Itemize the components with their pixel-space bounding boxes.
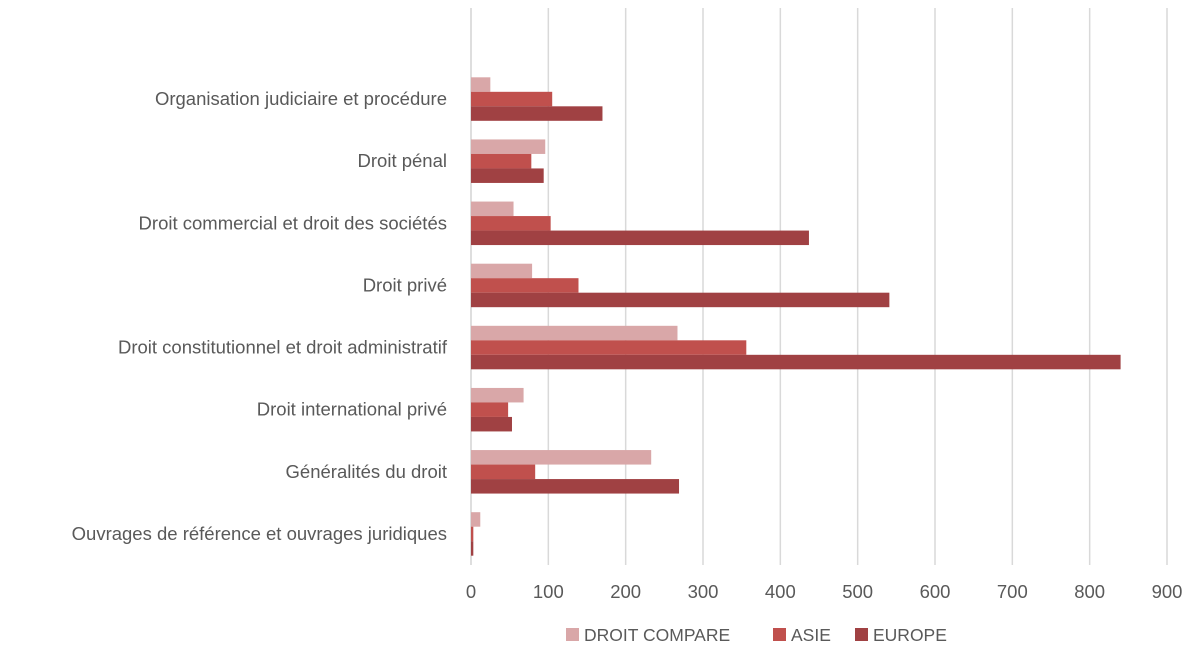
bar (471, 340, 747, 355)
bar (471, 526, 474, 542)
category-label: Organisation judiciaire et procédure (155, 88, 447, 109)
bar (471, 387, 524, 403)
bars (471, 77, 1121, 556)
bar (471, 106, 603, 121)
x-tick-label: 300 (688, 581, 719, 602)
x-tick-label: 700 (997, 581, 1028, 602)
bar (471, 168, 544, 183)
category-label: Droit constitutionnel et droit administr… (118, 337, 448, 358)
bar (471, 541, 474, 556)
bar (471, 464, 536, 480)
bar (471, 402, 509, 417)
x-tick-label: 200 (610, 581, 641, 602)
legend-swatch (773, 628, 786, 641)
legend-swatch (855, 628, 868, 641)
bar (471, 216, 551, 231)
legend-label: DROIT COMPARE (584, 625, 730, 645)
bar (471, 479, 680, 494)
legend: DROIT COMPARE ASIE EUROPE (566, 625, 947, 645)
x-tick-label: 500 (842, 581, 873, 602)
bar (471, 512, 481, 527)
bar (471, 230, 809, 246)
legend-label: ASIE (791, 625, 831, 645)
category-labels: Organisation judiciaire et procédure Droi… (72, 88, 448, 544)
bar (471, 278, 579, 293)
bar (471, 416, 512, 432)
x-tick-label: 400 (765, 581, 796, 602)
bar (471, 292, 890, 308)
x-tick-label: 900 (1152, 581, 1183, 602)
category-label: Droit commercial et droit des sociétés (139, 212, 447, 233)
legend-label: EUROPE (873, 625, 947, 645)
bar (471, 325, 678, 341)
x-tick-label: 100 (533, 581, 564, 602)
bar (471, 77, 491, 92)
legend-swatch (566, 628, 579, 641)
x-tick-label: 600 (920, 581, 951, 602)
category-label: Droit privé (363, 274, 447, 295)
bar (471, 201, 514, 217)
bar (471, 450, 652, 465)
category-label: Généralités du droit (286, 461, 447, 482)
category-label: Ouvrages de référence et ouvrages juridi… (72, 523, 447, 544)
x-tick-label: 0 (466, 581, 476, 602)
category-label: Droit international privé (257, 399, 447, 420)
bar (471, 91, 553, 107)
category-label: Droit pénal (358, 150, 447, 171)
x-tick-labels: 0 100 200 300 400 500 600 700 800 900 (466, 581, 1183, 602)
x-tick-label: 800 (1074, 581, 1105, 602)
bar (471, 263, 533, 279)
bar (471, 153, 532, 169)
bar (471, 354, 1121, 370)
bar (471, 139, 546, 154)
